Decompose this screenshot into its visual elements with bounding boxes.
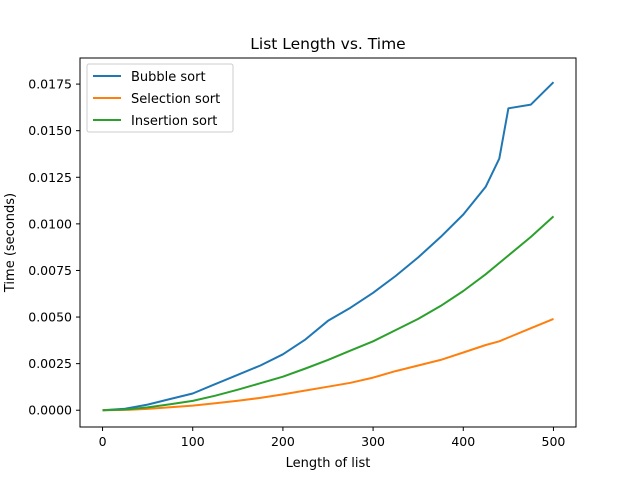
chart-title: List Length vs. Time	[250, 35, 405, 53]
plot-lines	[102, 81, 555, 412]
x-tick-label: 400	[451, 434, 475, 449]
x-tick-label: 0	[99, 434, 107, 449]
y-tick-label: 0.0100	[28, 216, 72, 231]
y-tick-label: 0.0125	[28, 170, 72, 185]
x-tick-label: 100	[181, 434, 205, 449]
legend: Bubble sort Selection sort Insertion sor…	[86, 63, 234, 133]
y-tick-label: 0.0000	[28, 403, 72, 418]
series-line-bubble-sort	[102, 81, 555, 412]
legend-box	[86, 63, 234, 133]
y-tick-label: 0.0075	[28, 263, 72, 278]
legend-label-insertion-sort: Insertion sort	[131, 114, 217, 129]
series-line-selection-sort	[102, 317, 554, 412]
x-tick-label: 500	[542, 434, 566, 449]
y-tick-label: 0.0050	[28, 310, 72, 325]
x-axis-label: Length of list	[286, 456, 371, 471]
y-axis-ticks: 0.0000 0.0025 0.0050 0.0075 0.0100 0.0125 0.01…	[28, 77, 80, 418]
y-axis-label: Time (seconds)	[3, 193, 18, 293]
y-tick-label: 0.0150	[28, 123, 72, 138]
x-tick-label: 300	[361, 434, 385, 449]
y-tick-label: 0.0175	[28, 77, 72, 92]
x-axis-ticks: 0 100 200 300 400 500	[99, 427, 566, 449]
legend-label-bubble-sort: Bubble sort	[131, 70, 206, 85]
plot-frame	[79, 57, 577, 428]
y-tick-label: 0.0025	[28, 356, 72, 371]
legend-label-selection-sort: Selection sort	[131, 92, 220, 107]
x-tick-label: 200	[271, 434, 295, 449]
series-line-insertion-sort	[102, 215, 555, 412]
